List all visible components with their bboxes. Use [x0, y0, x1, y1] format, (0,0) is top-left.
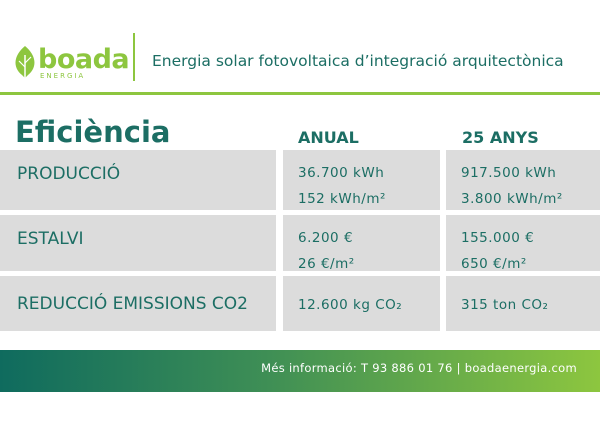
row-label: PRODUCCIÓ	[0, 150, 276, 210]
footer	[0, 350, 600, 392]
table-title: Eficiència	[15, 115, 171, 149]
footer-text: Més informació: T 93 886 01 76 | boadaen…	[261, 361, 577, 375]
row-label: ESTALVI	[0, 215, 276, 271]
cell: 6.200 € 26 €/m²	[283, 215, 440, 272]
logo-name: boada	[38, 44, 130, 75]
rule	[0, 92, 600, 95]
cell-value: 152 kWh/m²	[298, 191, 386, 207]
logo-leaf	[15, 46, 35, 78]
cell-value: 155.000 €	[461, 230, 535, 246]
cell: 315 ton CO₂	[446, 276, 600, 331]
column-header: ANUAL	[298, 128, 359, 147]
cell: 12.600 kg CO₂	[283, 276, 440, 331]
cell-value: 26 €/m²	[298, 256, 355, 272]
divider	[133, 33, 135, 81]
cell-value: 6.200 €	[298, 230, 354, 246]
cell: 36.700 kWh 152 kWh/m²	[283, 150, 440, 210]
cell: 917.500 kWh 3.800 kWh/m²	[446, 150, 600, 210]
cell-value: 315 ton CO₂	[461, 297, 549, 313]
column-header: 25 ANYS	[462, 128, 539, 147]
cell-value: 36.700 kWh	[298, 165, 385, 181]
header-title: Energia solar fotovoltaica d’integració …	[152, 52, 564, 70]
cell-value: 917.500 kWh	[461, 165, 557, 181]
cell: 155.000 € 650 €/m²	[446, 215, 600, 272]
cell-value: 650 €/m²	[461, 256, 527, 272]
row-label: REDUCCIÓ EMISSIONS CO2	[0, 276, 276, 331]
cell-value: 3.800 kWh/m²	[461, 191, 563, 207]
logo-tagline: ENERGIA	[40, 72, 86, 80]
cell-value: 12.600 kg CO₂	[298, 297, 403, 313]
